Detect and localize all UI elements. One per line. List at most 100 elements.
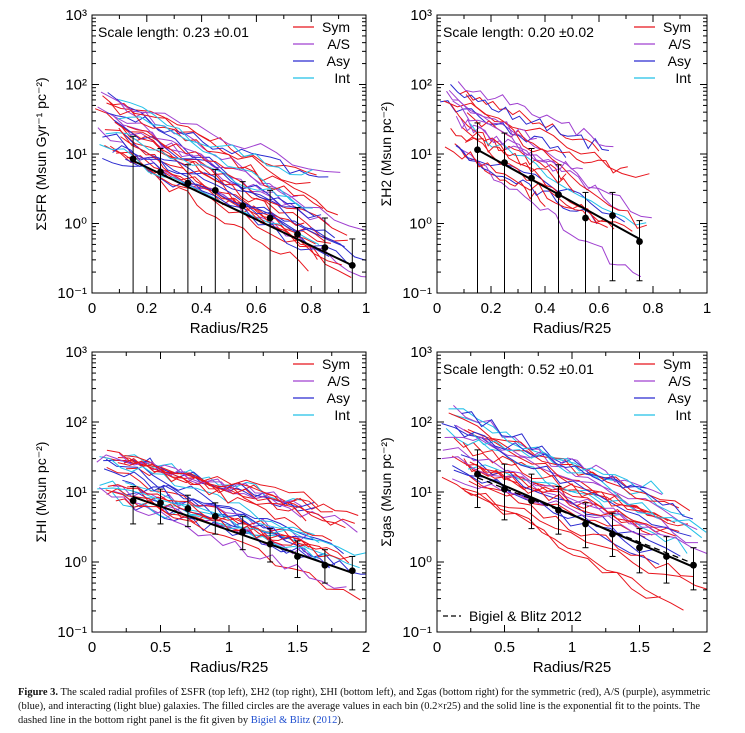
galaxy-profile-as — [462, 149, 642, 278]
x-axis-label: Radius/R25 — [533, 320, 611, 337]
bin-average-point — [348, 567, 356, 575]
galaxy-profiles — [440, 81, 652, 278]
y-tick-label: 10² — [410, 77, 432, 94]
galaxy-profile-sym — [466, 112, 628, 174]
galaxy-profile-sym — [468, 474, 646, 538]
galaxy-profile-as — [442, 447, 707, 554]
y-tick-label: 10² — [65, 77, 87, 94]
bin-average-point — [184, 179, 192, 187]
y-tick-label: 10³ — [410, 344, 432, 361]
galaxy-profile-sym — [108, 101, 338, 216]
legend-label: A/S — [327, 36, 350, 52]
bin-average-point — [184, 505, 192, 512]
galaxy-profile-sym — [102, 95, 317, 176]
bin-average-point — [239, 528, 247, 536]
galaxy-profile-sym — [106, 102, 311, 185]
galaxy-profile-int — [117, 116, 314, 176]
legend-label: Int — [675, 70, 691, 86]
galaxy-profile-asy — [106, 112, 329, 178]
galaxy-profile-int — [118, 99, 313, 209]
y-tick-label: 10⁻¹ — [57, 624, 87, 641]
galaxy-profile-sym — [121, 126, 305, 226]
legend-label: Asy — [327, 390, 350, 406]
galaxy-profile-asy — [440, 100, 567, 158]
galaxy-profile-asy — [103, 468, 314, 541]
galaxy-profile-sym — [117, 460, 333, 513]
galaxy-profile-sym — [467, 429, 691, 512]
legend-label: Sym — [322, 19, 350, 35]
caption-citation-year[interactable]: 2012 — [316, 715, 338, 726]
reference-fit-line — [477, 477, 694, 565]
bin-average-point — [129, 497, 137, 505]
figure-panels: 10⁻¹ 10⁰ 10¹ 10² 10³ 0 0.2 0.4 0.6 0.8 1 Radius/R25… — [33, 7, 711, 676]
legend-label: Sym — [663, 356, 691, 372]
bin-average-point — [528, 497, 535, 505]
galaxy-profile-asy — [460, 454, 681, 557]
galaxy-profile-sym — [450, 128, 575, 193]
y-tick-label: 10⁻¹ — [402, 624, 432, 641]
galaxy-profile-sym — [466, 463, 653, 536]
galaxy-profile-int — [471, 432, 664, 495]
galaxy-profile-as — [98, 487, 347, 589]
panel-sfr: 10⁻¹ 10⁰ 10¹ 10² 10³ 0 0.2 0.4 0.6 0.8 1 Radius/R25… — [33, 7, 370, 337]
x-tick-label: 0.2 — [481, 300, 502, 317]
bin-average-point — [348, 261, 356, 269]
y-tick-label: 10¹ — [410, 484, 432, 501]
bin-average-point — [321, 244, 329, 252]
y-tick-label: 10² — [65, 414, 87, 431]
panel-gas: 10⁻¹ 10⁰ 10¹ 10² 10³ 0 0.5 1 1.5 2 Radius/R25 Σgas … — [378, 344, 711, 676]
galaxy-profile-sym — [461, 487, 707, 590]
galaxy-profile-asy — [454, 424, 647, 489]
panel-hi: 10⁻¹ 10⁰ 10¹ 10² 10³ 0 0.5 1 1.5 2 Radius/R25 ΣHI (… — [33, 344, 370, 676]
galaxy-profile-int — [125, 454, 303, 503]
x-tick-label: 0.4 — [191, 300, 212, 317]
bin-average-point — [609, 212, 616, 219]
bin-average-point — [266, 540, 274, 548]
x-tick-label: 0.5 — [150, 639, 171, 656]
caption-citation[interactable]: Bigiel & Blitz — [250, 715, 311, 726]
legend-label: A/S — [668, 36, 691, 52]
y-tick-label: 10³ — [410, 7, 432, 24]
galaxy-profile-sym — [105, 489, 361, 601]
galaxy-profiles — [96, 449, 366, 601]
galaxy-profile-sym — [462, 442, 672, 522]
x-axis-label: Radius/R25 — [190, 320, 268, 337]
scale-length-label: Scale length: 0.23 ±0.01 — [98, 24, 249, 40]
galaxy-profile-sym — [109, 145, 326, 243]
y-tick-label: 10¹ — [65, 146, 87, 163]
x-tick-label: 1.5 — [629, 639, 650, 656]
x-tick-label: 0 — [433, 639, 441, 656]
y-tick-label: 10⁰ — [409, 216, 432, 233]
panel-h2: 10⁻¹ 10⁰ 10¹ 10² 10³ 0 0.2 0.4 0.6 0.8 1 Radius/R25… — [378, 7, 711, 337]
galaxy-profiles — [94, 91, 366, 278]
bin-average-point — [157, 168, 164, 176]
legend-label: Asy — [668, 53, 691, 69]
galaxy-profile-sym — [124, 455, 355, 526]
galaxy-profile-sym — [126, 125, 324, 210]
galaxy-profile-asy — [455, 145, 598, 225]
bin-average-point — [555, 506, 562, 514]
galaxy-profile-as — [452, 100, 621, 211]
legend-label: Sym — [322, 356, 350, 372]
bin-average-point — [528, 174, 535, 182]
caption-text: The scaled radial profiles of ΣSFR (top … — [18, 687, 711, 726]
bin-average-point — [501, 159, 508, 167]
x-tick-label: 0 — [88, 300, 96, 317]
bin-average-point — [239, 202, 247, 210]
scale-length-label: Scale length: 0.52 ±0.01 — [443, 361, 594, 377]
galaxy-profile-sym — [106, 466, 350, 564]
galaxy-profile-int — [448, 408, 703, 539]
bin-average-point — [129, 155, 137, 163]
legend-label: A/S — [668, 373, 691, 389]
galaxy-profile-sym — [106, 488, 352, 560]
y-tick-label: 10³ — [65, 344, 87, 361]
y-tick-label: 10¹ — [65, 484, 87, 501]
galaxy-profile-sym — [465, 94, 647, 229]
x-tick-label: 0.8 — [301, 300, 322, 317]
bin-average-point — [555, 191, 562, 199]
galaxy-profile-int — [97, 487, 320, 544]
y-tick-label: 10⁻¹ — [402, 285, 432, 302]
galaxy-profile-asy — [125, 158, 366, 261]
figure-caption: Figure 3. The scaled radial profiles of … — [18, 687, 711, 726]
x-tick-label: 0 — [88, 639, 96, 656]
